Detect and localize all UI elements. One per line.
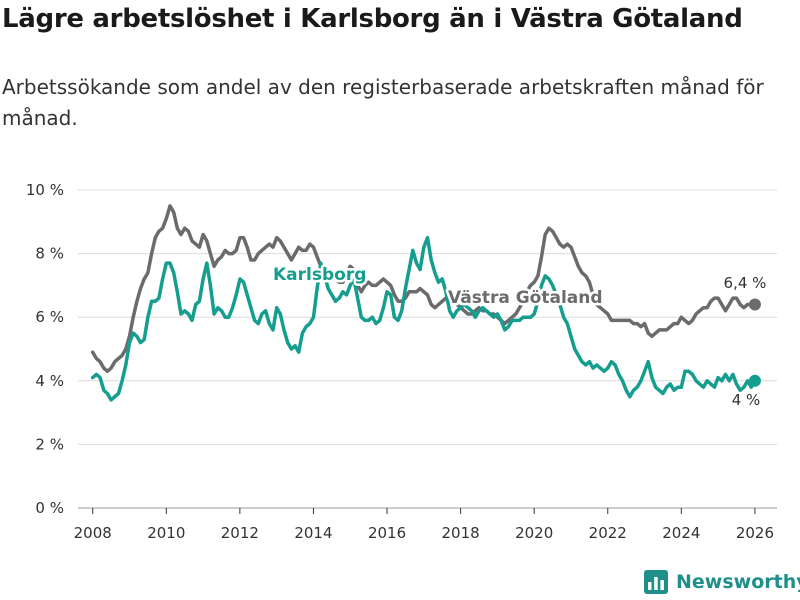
page-title: Lägre arbetslöshet i Karlsborg än i Väst… <box>2 4 743 34</box>
bar-chart-icon <box>644 570 668 594</box>
x-tick-label: 2008 <box>74 524 112 542</box>
y-axis: 0 % 2 % 4 % 6 % 8 % 10 % <box>26 181 64 517</box>
series-lines <box>90 204 761 402</box>
series-label: Karlsborg <box>273 265 366 285</box>
x-tick-label: 2018 <box>442 524 480 542</box>
x-tick-label: 2022 <box>589 524 627 542</box>
y-tick-label: 6 % <box>35 308 64 326</box>
x-tick-label: 2020 <box>515 524 553 542</box>
end-value-label: 6,4 % <box>724 274 767 292</box>
end-point-marker <box>748 298 761 311</box>
series-line-vastra-gotaland <box>90 204 757 374</box>
y-tick-label: 8 % <box>35 245 64 263</box>
series-labels: Karlsborg Västra Götaland 6,4 % 4 % <box>271 263 767 410</box>
x-tick-label: 2014 <box>294 524 332 542</box>
y-tick-label: 2 % <box>35 435 64 453</box>
y-tick-label: 0 % <box>35 499 64 517</box>
series-label: Västra Götaland <box>448 288 603 308</box>
series-line-karlsborg <box>90 235 757 402</box>
grid-lines <box>78 189 777 509</box>
y-tick-label: 4 % <box>35 372 64 390</box>
x-axis: 2008 2010 2012 2014 2016 2018 2020 2022 2024 2026 <box>74 508 774 542</box>
chart-subtitle: Arbetssökande som andel av den registerb… <box>2 75 764 130</box>
x-tick-label: 2016 <box>368 524 406 542</box>
brand-name: Newsworthy <box>676 571 800 593</box>
x-tick-label: 2026 <box>736 524 774 542</box>
end-value-label: 4 % <box>732 391 761 409</box>
x-tick-label: 2010 <box>147 524 185 542</box>
end-point-marker <box>748 374 761 387</box>
y-tick-label: 10 % <box>26 181 64 199</box>
x-tick-label: 2024 <box>662 524 700 542</box>
x-tick-label: 2012 <box>221 524 259 542</box>
newsworthy-logo[interactable]: Newsworthy <box>644 570 800 594</box>
